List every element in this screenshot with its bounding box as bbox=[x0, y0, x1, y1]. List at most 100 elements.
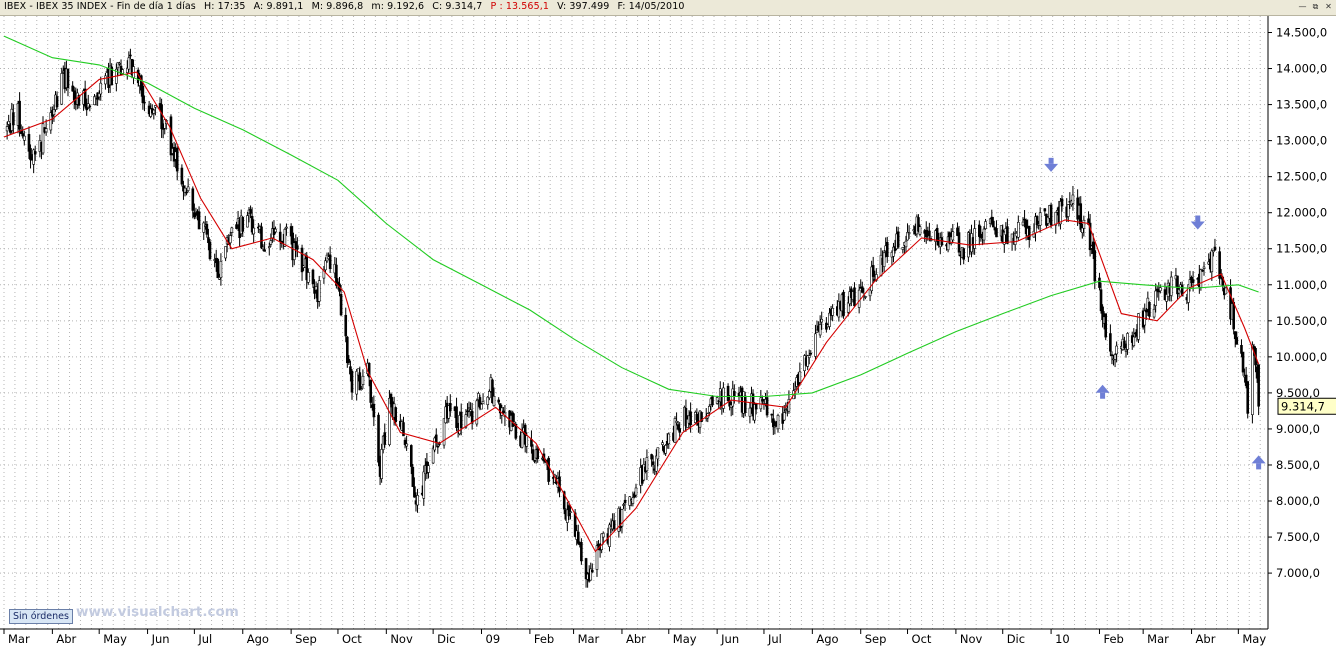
candle-body bbox=[169, 116, 173, 156]
candle-body bbox=[1199, 269, 1203, 288]
candle-body bbox=[427, 465, 430, 473]
x-tick-label: Jul bbox=[767, 632, 782, 646]
candle-body bbox=[520, 432, 524, 448]
candle-body bbox=[962, 248, 966, 260]
candle-body bbox=[731, 388, 735, 407]
candle-body bbox=[41, 123, 45, 154]
x-tick-label: 09 bbox=[486, 632, 501, 646]
candle-body bbox=[405, 443, 408, 447]
candle-body bbox=[684, 407, 688, 427]
price-chart[interactable]: 7.000,0 7.500,0 8.000,0 8.500,0 9.000,0 9.500… bbox=[0, 16, 1336, 647]
close-icon[interactable]: ✕ bbox=[1325, 2, 1332, 11]
candle-body bbox=[409, 445, 413, 467]
candle-body bbox=[66, 68, 70, 89]
y-tick-label: 8.000,0 bbox=[1276, 494, 1320, 508]
candle-body bbox=[1155, 288, 1159, 291]
candle-body bbox=[367, 362, 371, 378]
candle-body bbox=[60, 73, 64, 105]
candle-body bbox=[1251, 344, 1254, 416]
candle-body bbox=[664, 445, 667, 454]
candle-body bbox=[770, 413, 774, 416]
orders-status-button[interactable]: Sin órdenes bbox=[9, 609, 73, 624]
candle-body bbox=[1109, 333, 1112, 352]
y-tick-label: 14.500,0 bbox=[1276, 26, 1327, 40]
candle-body bbox=[1021, 221, 1025, 226]
candle-body bbox=[267, 246, 271, 248]
candle-body bbox=[631, 497, 635, 504]
candle-body bbox=[1079, 203, 1083, 230]
candle-body bbox=[154, 105, 157, 108]
candle-body bbox=[978, 224, 981, 237]
candle-body bbox=[394, 407, 397, 423]
candle-body bbox=[361, 375, 365, 385]
candle-body bbox=[1257, 364, 1260, 407]
candle-body bbox=[995, 228, 998, 238]
candle-body bbox=[202, 222, 206, 233]
candle-body bbox=[753, 404, 756, 421]
restore-icon[interactable]: ⧉ bbox=[1312, 2, 1319, 11]
candle-body bbox=[1123, 340, 1126, 349]
candle-body bbox=[1081, 227, 1084, 234]
x-tick-label: Sep bbox=[865, 632, 887, 646]
y-tick-label: 7.500,0 bbox=[1276, 530, 1320, 544]
candle-body bbox=[207, 237, 210, 243]
candle-body bbox=[1180, 284, 1184, 297]
candle-body bbox=[992, 220, 995, 228]
candle-body bbox=[917, 217, 920, 232]
candle-body bbox=[1049, 204, 1053, 226]
candle-body bbox=[497, 399, 500, 403]
candle-body bbox=[466, 410, 469, 413]
candle-body bbox=[97, 93, 101, 98]
candle-body bbox=[480, 403, 483, 410]
x-tick-label: Sep bbox=[295, 632, 317, 646]
candle-body bbox=[228, 235, 232, 244]
candle-body bbox=[33, 151, 37, 155]
candle-body bbox=[218, 277, 221, 280]
candle-body bbox=[957, 232, 961, 253]
candle-body bbox=[116, 62, 120, 69]
candle-body bbox=[459, 411, 463, 428]
time-label: H: 17:35 bbox=[203, 1, 246, 12]
candle-body bbox=[623, 499, 627, 504]
candle-body bbox=[269, 240, 273, 245]
candle-body bbox=[536, 448, 539, 460]
y-tick-label: 11.500,0 bbox=[1276, 242, 1327, 256]
candle-body bbox=[403, 439, 407, 445]
candle-body bbox=[918, 226, 922, 235]
candle-body bbox=[278, 231, 282, 242]
candle-body bbox=[1006, 226, 1009, 244]
candle-body bbox=[197, 211, 201, 230]
candle-body bbox=[892, 246, 895, 257]
perf-label: P : 13.565,1 bbox=[490, 1, 549, 12]
chart-title-bar: IBEX - IBEX 35 INDEX - Fin de día 1 días… bbox=[0, 0, 1336, 16]
x-tick-label: Oct bbox=[912, 632, 932, 646]
x-tick-label: Nov bbox=[960, 632, 983, 646]
candle-body bbox=[12, 112, 15, 126]
candle-body bbox=[1154, 290, 1157, 306]
ticker-label: IBEX - IBEX 35 INDEX - Fin de día 1 días bbox=[4, 1, 196, 12]
candle-body bbox=[814, 333, 817, 357]
candle-body bbox=[1148, 301, 1151, 317]
candle-body bbox=[857, 289, 861, 308]
candle-body bbox=[492, 395, 496, 407]
candle-body bbox=[678, 428, 681, 433]
candle-body bbox=[907, 232, 911, 235]
minimize-icon[interactable]: — bbox=[1298, 2, 1307, 11]
candle-body bbox=[1218, 251, 1221, 279]
candle-body bbox=[708, 406, 711, 413]
candle-body bbox=[481, 401, 485, 405]
candle-body bbox=[533, 460, 536, 462]
candle-body bbox=[118, 63, 121, 65]
candle-body bbox=[651, 461, 655, 465]
candle-body bbox=[110, 66, 113, 86]
candle-body bbox=[442, 418, 446, 446]
watermark: www.visualchart.com bbox=[76, 604, 239, 620]
candle-body bbox=[1013, 232, 1017, 245]
candle-body bbox=[676, 424, 680, 430]
candle-body bbox=[667, 433, 671, 445]
candle-body bbox=[339, 293, 343, 316]
candle-body bbox=[956, 227, 959, 236]
candle-body bbox=[573, 512, 577, 537]
arrow-down-icon bbox=[1190, 215, 1205, 230]
candle-body bbox=[356, 368, 360, 376]
